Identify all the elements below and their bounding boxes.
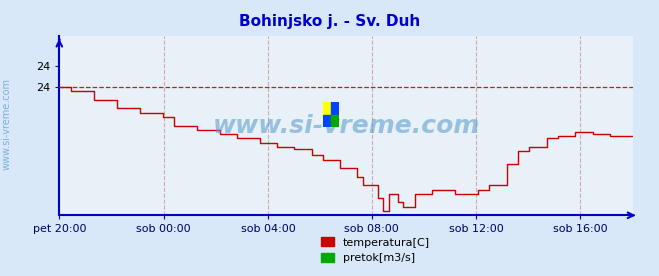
Bar bbox=[331, 115, 339, 127]
Bar bbox=[331, 102, 339, 115]
Text: www.si-vreme.com: www.si-vreme.com bbox=[1, 78, 12, 170]
Bar bbox=[323, 102, 331, 115]
Legend: temperatura[C], pretok[m3/s]: temperatura[C], pretok[m3/s] bbox=[316, 233, 435, 268]
Text: www.si-vreme.com: www.si-vreme.com bbox=[212, 114, 480, 137]
Bar bbox=[323, 115, 331, 127]
Text: Bohinjsko j. - Sv. Duh: Bohinjsko j. - Sv. Duh bbox=[239, 14, 420, 29]
